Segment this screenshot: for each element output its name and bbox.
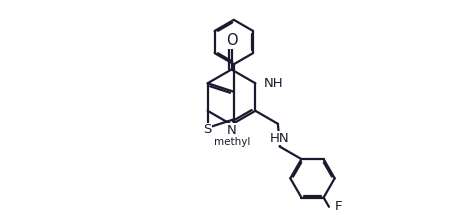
- Text: methyl: methyl: [214, 137, 250, 147]
- Text: N: N: [226, 124, 237, 137]
- Text: F: F: [334, 200, 342, 213]
- Text: HN: HN: [270, 132, 290, 145]
- Text: S: S: [203, 123, 212, 136]
- Text: O: O: [225, 33, 238, 48]
- Text: NH: NH: [264, 77, 283, 90]
